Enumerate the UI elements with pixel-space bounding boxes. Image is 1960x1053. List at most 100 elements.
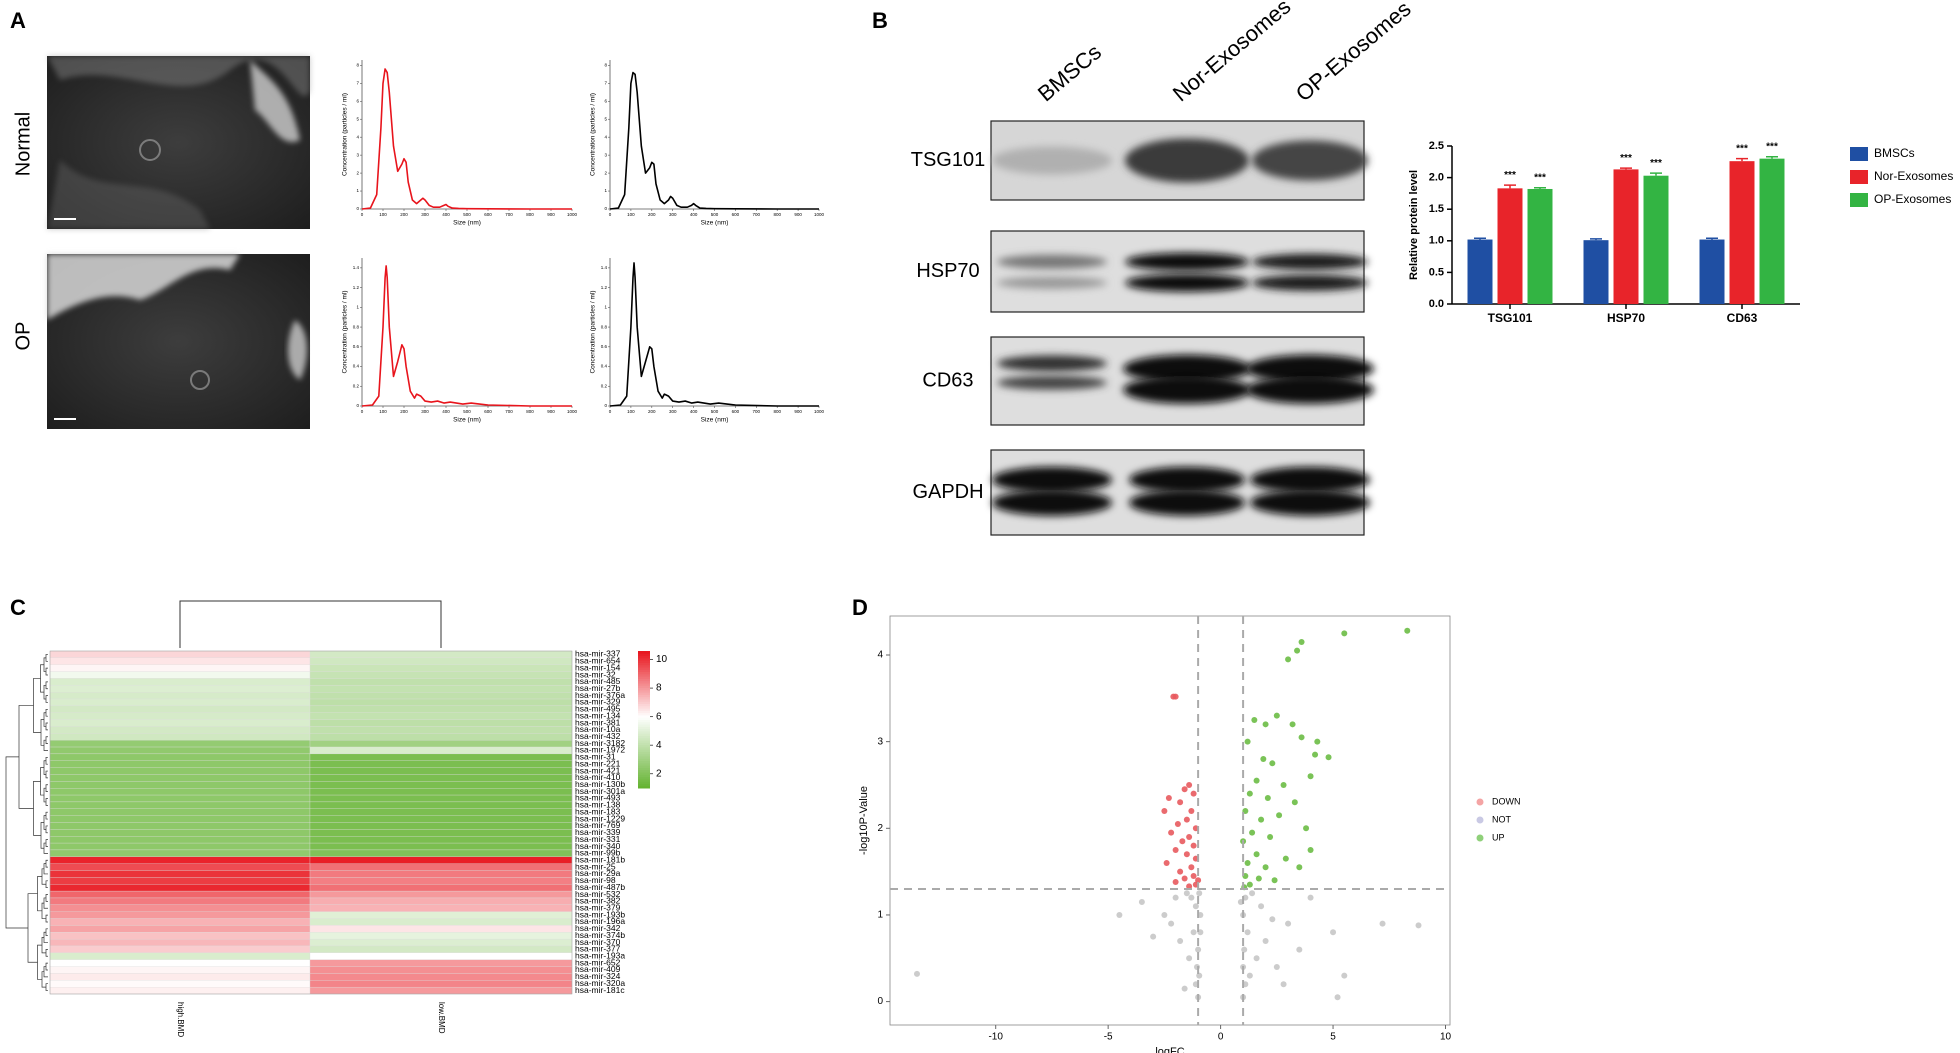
dendrogram-branch: [45, 949, 48, 957]
point: [1249, 890, 1256, 897]
heatmap-cell: [309, 973, 573, 981]
y-tick-label: 0.8: [601, 324, 608, 329]
colorbar-cell: [638, 751, 650, 755]
dendrogram-branch: [45, 708, 48, 717]
y-tick-label: 2.0: [1429, 172, 1444, 184]
blot-row-label: HSP70: [916, 260, 979, 282]
y-tick-label: 1.2: [353, 285, 360, 290]
row-label: hsa-mir-432: [575, 731, 621, 741]
heatmap-cell: [49, 973, 311, 981]
significance-label: ***: [1620, 153, 1632, 164]
dendrogram-branch: [33, 780, 41, 836]
x-tick-label: 100: [379, 212, 387, 217]
point: [1183, 851, 1190, 858]
point: [1273, 712, 1280, 719]
y-axis-label: Concentration (particles / ml): [590, 93, 597, 176]
bar: [1497, 188, 1523, 304]
blot-band: [1246, 375, 1374, 404]
heatmap-cell: [49, 760, 311, 768]
y-tick-label: 1: [356, 188, 359, 193]
row-label: hsa-mir-370: [575, 937, 621, 947]
y-tick-label: 5: [604, 116, 607, 121]
x-tick-label: 400: [442, 212, 450, 217]
point: [1195, 946, 1202, 953]
dendrogram-branch: [45, 784, 48, 792]
bar: [1527, 188, 1553, 304]
y-axis-label: Concentration (particles / ml): [342, 93, 349, 176]
heatmap-cell: [309, 692, 573, 700]
blot-band: [1252, 253, 1368, 270]
row-label: hsa-mir-1229: [575, 813, 625, 823]
heatmap-cell: [309, 829, 573, 837]
western-blot: [990, 120, 1374, 536]
plot-frame: [889, 615, 1451, 1026]
heatmap-cell: [49, 925, 311, 933]
x-tick-label: 900: [794, 212, 802, 217]
data-line: [609, 71, 819, 210]
row-label: hsa-mir-421: [575, 765, 621, 775]
row-label: hsa-mir-27b: [575, 683, 621, 693]
point: [1181, 786, 1188, 793]
legend-swatch: [1850, 147, 1868, 161]
blot-band: [1252, 140, 1368, 181]
y-tick-label: 0.0: [1429, 298, 1444, 310]
point: [1262, 864, 1269, 871]
point: [1258, 903, 1265, 910]
row-label: hsa-mir-329: [575, 697, 621, 707]
heatmap-cell: [309, 705, 573, 713]
blot-band: [1129, 466, 1245, 493]
heatmap-cell: [309, 753, 573, 761]
legend-label: UP: [1492, 832, 1505, 842]
colorbar-cell: [638, 719, 650, 723]
y-tick-label: 1.4: [353, 265, 360, 270]
heatmap-cell: [309, 671, 573, 679]
row-label: hsa-mir-181b: [575, 854, 625, 864]
point: [1181, 985, 1188, 992]
heatmap-cell: [49, 753, 311, 761]
panel-label: A: [10, 8, 26, 33]
row-label: hsa-mir-181c: [575, 985, 625, 995]
point: [1246, 881, 1253, 888]
y-tick-label: 0.2: [353, 383, 360, 388]
point: [1264, 794, 1271, 801]
significance-label: ***: [1504, 170, 1516, 181]
row-label: hsa-mir-377: [575, 944, 621, 954]
x-tick-label: 100: [379, 409, 387, 414]
heatmap-cell: [309, 945, 573, 953]
row-label: hsa-mir-769: [575, 820, 621, 830]
colorbar-cell: [638, 698, 650, 702]
blot-band: [1123, 375, 1251, 404]
row-label: Normal: [12, 112, 34, 176]
point: [1192, 903, 1199, 910]
colorbar-cell: [638, 669, 650, 673]
blot-band: [997, 375, 1107, 390]
heatmap-cell: [309, 726, 573, 734]
point: [1177, 799, 1184, 806]
point: [1161, 911, 1168, 918]
x-tick-label: 200: [648, 409, 656, 414]
bar: [1467, 239, 1493, 304]
dendrogram-branch: [45, 914, 48, 923]
panel-label: D: [852, 595, 868, 620]
dendrogram-branch: [45, 798, 48, 806]
dendrogram-branch: [45, 756, 48, 765]
dendrogram-branch: [45, 825, 48, 834]
row-label: hsa-mir-493: [575, 793, 621, 803]
bar: [1759, 158, 1785, 304]
blot-band: [1125, 252, 1249, 271]
row-label: hsa-mir-324: [575, 971, 621, 981]
heatmap-cell: [49, 945, 311, 953]
colorbar-cell: [638, 701, 650, 705]
blot-band: [992, 489, 1112, 516]
row-label: hsa-mir-301a: [575, 786, 625, 796]
point: [1196, 972, 1203, 979]
row-label: hsa-mir-221: [575, 758, 621, 768]
row-label: hsa-mir-409: [575, 964, 621, 974]
colorbar-cell: [638, 726, 650, 730]
data-line: [361, 265, 572, 407]
heatmap-cell: [309, 712, 573, 720]
x-tick-label: 600: [484, 212, 492, 217]
y-tick-label: 2: [356, 170, 359, 175]
heatmap-cell: [309, 650, 573, 659]
